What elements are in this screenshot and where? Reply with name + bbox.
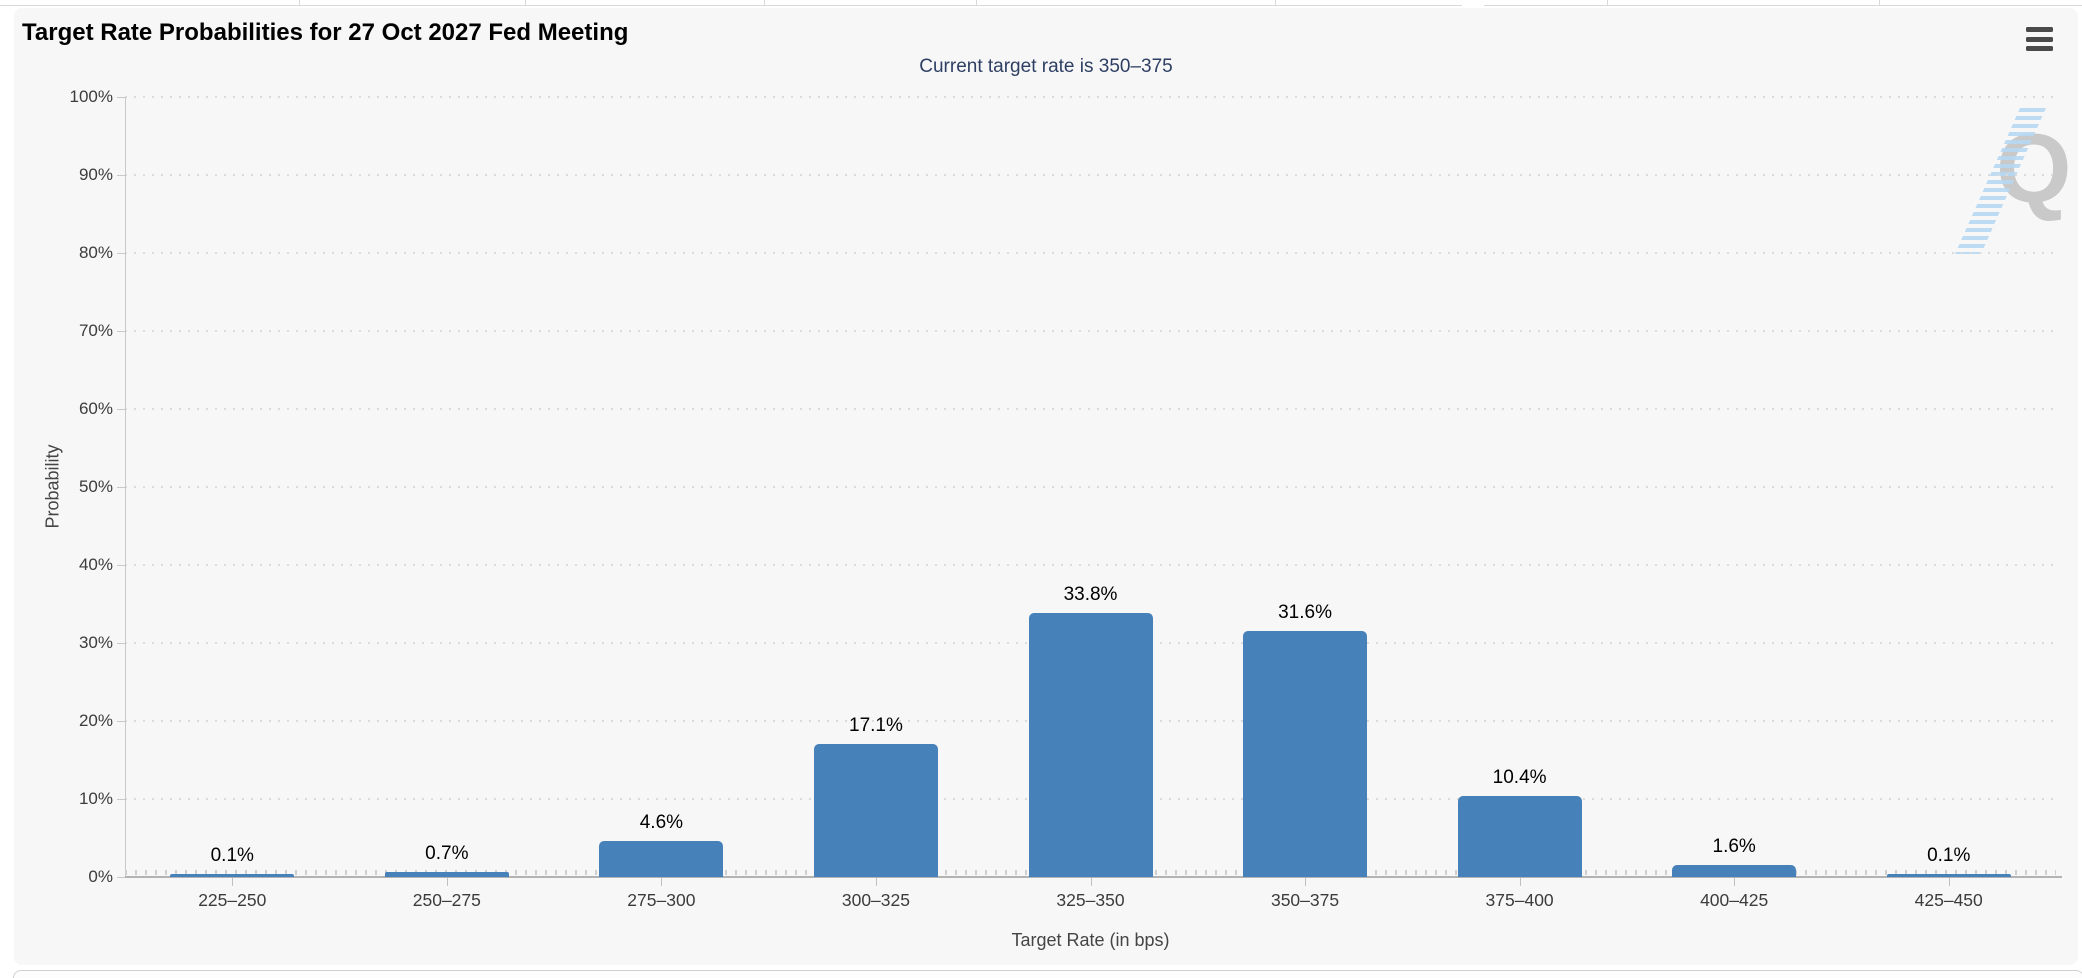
bar-250-275[interactable] [384,872,509,877]
y-gridline [125,564,2056,566]
watermark-q-letter: Q [1996,114,2071,223]
x-axis-label: 425–450 [1914,890,1983,910]
bar-value-label: 0.1% [1927,845,1971,866]
bar-value-label: 33.8% [1063,584,1118,605]
y-axis-tick [117,721,125,722]
bar-275-300[interactable] [599,841,724,877]
y-axis-label: 0% [88,867,113,886]
bar-value-label: 31.6% [1278,602,1332,623]
x-axis-label: 275–300 [627,890,696,910]
watermark-stripes [1954,108,2046,254]
bar-value-label: 10.4% [1492,767,1547,788]
y-axis-label: 70% [78,321,113,340]
y-gridline [125,486,2056,488]
y-axis-tick [117,643,125,644]
y-axis-label: 10% [78,789,113,808]
x-axis-tick [1090,878,1092,886]
table-cell-divider [525,0,526,5]
y-axis-label: 100% [69,87,113,106]
top-table-edge [0,0,1462,6]
y-axis-tick [117,565,125,566]
x-axis-label: 400–425 [1700,890,1769,910]
bar-300-325[interactable] [813,744,938,877]
x-axis-tick [232,878,234,886]
table-cell-divider [1879,0,1880,5]
hamburger-icon [2026,46,2053,51]
y-gridline [125,96,2056,98]
x-axis-tick [1519,878,1521,886]
bar-value-label: 1.6% [1712,836,1756,857]
y-axis-label: 60% [78,399,113,418]
y-axis-tick [117,253,125,254]
bar-225-250[interactable] [170,874,295,877]
next-panel-edge [13,970,2082,978]
x-axis-tick [446,878,448,886]
top-table-edge [1484,0,2082,6]
bar-400-425[interactable] [1672,865,1797,877]
x-axis-label: 225–250 [198,890,267,910]
x-axis-label: 250–275 [412,890,481,910]
x-axis-tick [1948,878,1950,886]
x-axis-label: 375–400 [1485,890,1554,910]
table-cell-divider [299,0,300,5]
bar-value-label: 0.1% [210,845,254,866]
hamburger-icon [2026,27,2053,32]
y-axis-line [125,97,126,877]
bar-425-450[interactable] [1886,874,2011,877]
x-axis-tick [875,878,877,886]
y-axis-tick [117,487,125,488]
table-cell-divider [764,0,765,5]
bar-value-label: 0.7% [425,843,469,864]
y-axis-label: 50% [78,477,113,496]
x-axis-label: 350–375 [1270,890,1340,910]
table-cell-divider [976,0,977,5]
y-axis-tick [117,97,125,98]
y-gridline [125,330,2056,332]
bar-value-label: 17.1% [849,715,903,736]
y-axis-label: 20% [78,711,113,730]
hamburger-icon [2026,36,2053,42]
y-axis-tick [117,175,125,176]
y-gridline [125,252,2056,254]
chart-subtitle: Current target rate is 350–375 [919,56,1173,77]
x-axis-label: 325–350 [1056,890,1125,910]
x-axis-title: Target Rate (in bps) [1011,930,1170,950]
x-axis-tick [1305,878,1307,886]
y-gridline [125,408,2056,410]
x-axis-tick [661,878,663,886]
chart-panel: Target Rate Probabilities for 27 Oct 202… [14,8,2078,965]
bar-375-400[interactable] [1457,796,1582,877]
y-axis-tick [117,409,125,410]
y-axis-tick [117,331,125,332]
y-axis-label: 80% [78,243,113,262]
bar-value-label: 4.6% [639,812,684,833]
y-axis-label: 40% [78,555,113,574]
bar-325-350[interactable] [1028,613,1153,877]
quikstrike-watermark: Q [1954,96,2082,256]
chart-title: Target Rate Probabilities for 27 Oct 202… [22,19,629,46]
table-cell-divider [1607,0,1608,5]
y-axis-label: 30% [78,633,113,652]
chart-menu-button[interactable] [2026,27,2054,51]
y-axis-tick [117,877,125,878]
y-gridline [125,174,2056,176]
y-axis-tick [117,799,125,800]
x-axis-tick [1734,878,1736,886]
x-axis-label: 300–325 [841,890,910,910]
table-cell-divider [1275,0,1276,5]
bar-350-375[interactable] [1243,631,1368,877]
y-axis-label: 90% [78,165,113,184]
x-axis-line [125,876,2062,878]
